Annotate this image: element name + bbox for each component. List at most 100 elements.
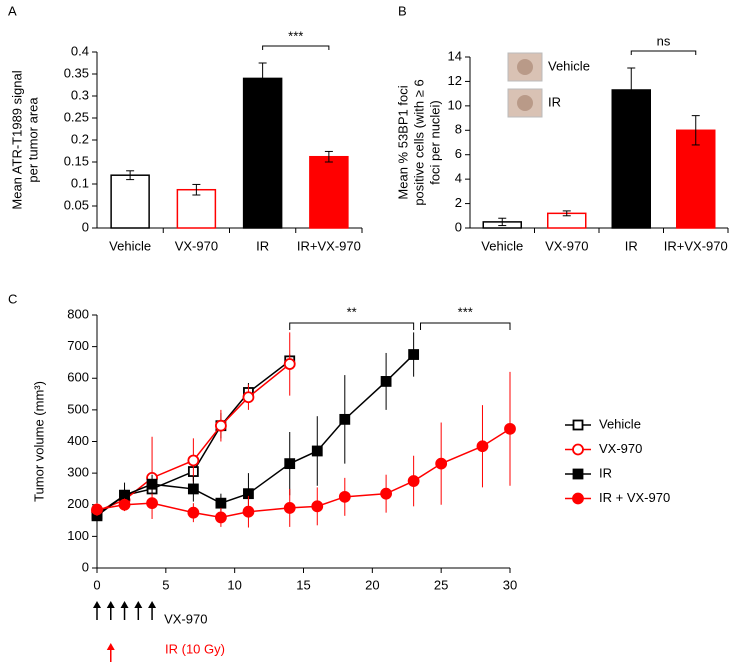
marker: [283, 502, 296, 514]
dose-arrowhead: [134, 601, 143, 608]
y-tick-label: 700: [67, 338, 89, 353]
bar: [309, 155, 349, 229]
y-tick-label: 14: [448, 48, 462, 63]
y-axis-label: Mean ATR-T1989 signal: [9, 70, 24, 209]
x-tick-label: VX-970: [545, 238, 588, 253]
y-tick-label: 0.2: [71, 131, 89, 146]
x-tick-label: IR+VX-970: [664, 238, 728, 253]
bar: [176, 188, 217, 229]
y-axis-label: positive cells (with ≥ 6: [411, 79, 426, 205]
y-axis-label: Tumor volume (mm³): [31, 381, 46, 502]
x-tick-label: 15: [296, 577, 310, 592]
y-tick-label: 400: [67, 433, 89, 448]
y-tick-label: 0.1: [71, 175, 89, 190]
y-tick-label: 600: [67, 370, 89, 385]
legend-label: Vehicle: [599, 416, 641, 431]
y-tick-label: 10: [448, 97, 462, 112]
panel-label: A: [8, 3, 17, 18]
significance-label: ns: [657, 33, 671, 48]
bar: [611, 89, 651, 229]
dose-label: IR (10 Gy): [165, 641, 225, 656]
significance-label: ***: [458, 304, 473, 319]
marker: [476, 440, 489, 453]
series-line: [96, 428, 511, 519]
bar: [676, 129, 716, 229]
marker: [118, 498, 131, 511]
marker: [284, 458, 296, 470]
significance-label: **: [347, 304, 357, 319]
marker: [311, 500, 324, 513]
marker: [146, 497, 158, 510]
y-tick-label: 6: [455, 146, 462, 161]
marker: [215, 497, 227, 509]
marker: [214, 511, 227, 524]
marker: [311, 445, 323, 457]
y-tick-label: 100: [67, 528, 89, 543]
significance-bracket: [262, 45, 330, 50]
panel-label: B: [398, 3, 407, 18]
x-tick-label: IR+VX-970: [297, 238, 361, 253]
inset-nucleus: [517, 59, 533, 75]
marker: [407, 475, 420, 487]
y-tick-label: 8: [455, 122, 462, 137]
y-tick-label: 0.3: [71, 87, 89, 102]
dose-arrowhead: [106, 601, 115, 608]
y-tick-label: 0.05: [64, 197, 89, 212]
x-tick-label: 30: [503, 577, 517, 592]
panel-label: C: [8, 291, 17, 306]
legend-label: VX-970: [599, 441, 642, 456]
marker: [339, 413, 351, 425]
bar: [110, 174, 150, 229]
marker: [572, 443, 584, 456]
x-tick-label: 10: [227, 577, 241, 592]
y-axis-label: Mean % 53BP1 foci: [395, 85, 410, 199]
x-tick-label: 20: [365, 577, 379, 592]
legend-label: IR: [599, 465, 612, 480]
marker: [408, 349, 420, 360]
marker: [338, 490, 351, 503]
y-tick-label: 0.15: [64, 153, 89, 168]
x-tick-label: Vehicle: [481, 238, 523, 253]
dose-arrowhead: [93, 601, 101, 608]
dose-arrowhead: [148, 601, 157, 608]
y-tick-label: 12: [448, 73, 462, 88]
marker: [214, 419, 227, 432]
y-tick-label: 4: [455, 171, 462, 186]
legend-label: IR + VX-970: [599, 490, 670, 505]
marker: [187, 454, 200, 467]
x-tick-label: 25: [434, 577, 448, 592]
marker: [572, 419, 584, 431]
marker: [242, 505, 255, 518]
y-tick-label: 800: [67, 306, 89, 321]
marker: [380, 376, 392, 387]
y-tick-label: 0: [82, 559, 89, 574]
marker: [283, 358, 296, 370]
y-tick-label: 0.35: [64, 65, 89, 80]
marker: [572, 492, 584, 505]
marker: [187, 506, 200, 519]
y-axis-label: foci per nuclei): [427, 100, 442, 185]
y-axis-label: per tumor area: [25, 97, 40, 183]
marker: [119, 489, 130, 501]
significance-bracket: [289, 322, 415, 330]
y-tick-label: 500: [67, 401, 89, 416]
dose-label: VX-970: [164, 611, 207, 626]
y-tick-label: 0.25: [64, 109, 89, 124]
marker: [146, 478, 158, 490]
bar: [242, 77, 283, 229]
series-line: [96, 353, 415, 517]
significance-label: ***: [288, 28, 303, 43]
marker: [187, 483, 199, 495]
y-tick-label: 200: [67, 496, 89, 511]
marker: [91, 503, 103, 516]
dose-arrowhead: [106, 643, 115, 650]
y-tick-label: 0.4: [71, 43, 89, 58]
y-tick-label: 0: [455, 219, 462, 234]
y-tick-label: 0: [82, 219, 89, 234]
significance-bracket: [420, 322, 511, 330]
significance-bracket: [630, 50, 697, 55]
y-tick-label: 2: [455, 195, 462, 210]
x-tick-label: 5: [162, 577, 169, 592]
inset-label: IR: [548, 94, 561, 109]
